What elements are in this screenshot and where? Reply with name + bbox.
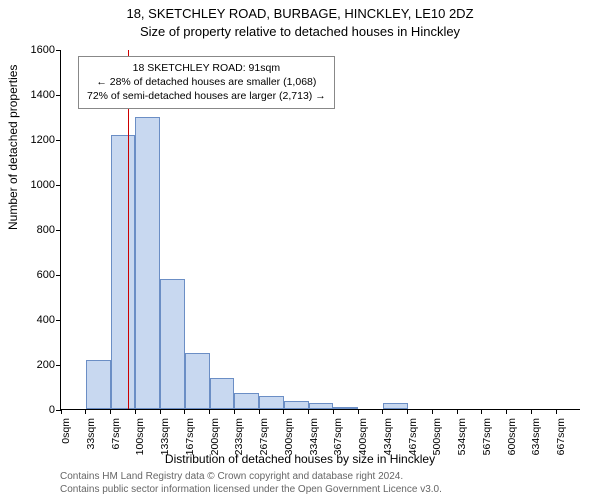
xtick-label: 534sqm: [456, 418, 468, 468]
xtick-mark: [432, 409, 433, 414]
title-line-1: 18, SKETCHLEY ROAD, BURBAGE, HINCKLEY, L…: [0, 6, 600, 21]
xtick-mark: [184, 409, 185, 414]
histogram-bar: [259, 396, 284, 410]
xtick-label: 634sqm: [530, 418, 542, 468]
xtick-label: 67sqm: [110, 418, 122, 468]
histogram-bar: [383, 403, 408, 409]
xtick-label: 567sqm: [481, 418, 493, 468]
histogram-bar: [284, 401, 309, 409]
xtick-label: 500sqm: [431, 418, 443, 468]
xtick-label: 400sqm: [357, 418, 369, 468]
histogram-bar: [160, 279, 185, 410]
ytick-mark: [56, 95, 61, 96]
xtick-label: 300sqm: [283, 418, 295, 468]
ytick-mark: [56, 230, 61, 231]
histogram-bar: [111, 135, 136, 410]
footer-line-2: Contains public sector information licen…: [60, 484, 442, 497]
ytick-mark: [56, 320, 61, 321]
xtick-mark: [358, 409, 359, 414]
xtick-label: 167sqm: [184, 418, 196, 468]
annotation-box: 18 SKETCHLEY ROAD: 91sqm← 28% of detache…: [78, 56, 335, 109]
histogram-bar: [333, 407, 358, 409]
xtick-mark: [333, 409, 334, 414]
ytick-mark: [56, 185, 61, 186]
xtick-mark: [234, 409, 235, 414]
xtick-mark: [556, 409, 557, 414]
ytick-label: 400: [5, 314, 55, 326]
histogram-bar: [185, 353, 210, 409]
annotation-line-3: 72% of semi-detached houses are larger (…: [87, 89, 326, 103]
xtick-mark: [259, 409, 260, 414]
xtick-mark: [308, 409, 309, 414]
ytick-label: 600: [5, 269, 55, 281]
xtick-label: 267sqm: [258, 418, 270, 468]
xtick-mark: [85, 409, 86, 414]
xtick-mark: [457, 409, 458, 414]
xtick-mark: [481, 409, 482, 414]
ytick-label: 1600: [5, 44, 55, 56]
ytick-label: 1200: [5, 134, 55, 146]
ytick-mark: [56, 140, 61, 141]
xtick-label: 434sqm: [382, 418, 394, 468]
histogram-bar: [210, 378, 235, 410]
histogram-bar: [86, 360, 111, 410]
ytick-label: 800: [5, 224, 55, 236]
xtick-label: 367sqm: [332, 418, 344, 468]
xtick-label: 0sqm: [60, 418, 72, 468]
xtick-mark: [209, 409, 210, 414]
xtick-label: 133sqm: [159, 418, 171, 468]
xtick-mark: [135, 409, 136, 414]
xtick-label: 200sqm: [209, 418, 221, 468]
xtick-label: 33sqm: [85, 418, 97, 468]
chart-container: 18, SKETCHLEY ROAD, BURBAGE, HINCKLEY, L…: [0, 0, 600, 500]
annotation-line-2: ← 28% of detached houses are smaller (1,…: [87, 75, 326, 89]
ytick-label: 200: [5, 359, 55, 371]
histogram-bar: [135, 117, 160, 410]
histogram-bar: [234, 393, 259, 409]
xtick-mark: [61, 409, 62, 414]
xtick-label: 600sqm: [506, 418, 518, 468]
xtick-label: 100sqm: [134, 418, 146, 468]
ytick-mark: [56, 275, 61, 276]
histogram-bar: [309, 403, 334, 409]
xtick-label: 467sqm: [407, 418, 419, 468]
ytick-mark: [56, 50, 61, 51]
footer-attribution: Contains HM Land Registry data © Crown c…: [60, 471, 442, 496]
ytick-label: 1400: [5, 89, 55, 101]
title-line-2: Size of property relative to detached ho…: [0, 24, 600, 39]
xtick-mark: [531, 409, 532, 414]
xtick-mark: [283, 409, 284, 414]
xtick-mark: [110, 409, 111, 414]
ytick-mark: [56, 365, 61, 366]
xtick-mark: [160, 409, 161, 414]
ytick-label: 1000: [5, 179, 55, 191]
xtick-label: 667sqm: [555, 418, 567, 468]
footer-line-1: Contains HM Land Registry data © Crown c…: [60, 471, 442, 484]
xtick-label: 233sqm: [233, 418, 245, 468]
ytick-label: 0: [5, 404, 55, 416]
xtick-mark: [407, 409, 408, 414]
xtick-label: 334sqm: [308, 418, 320, 468]
xtick-mark: [506, 409, 507, 414]
annotation-line-1: 18 SKETCHLEY ROAD: 91sqm: [87, 61, 326, 75]
xtick-mark: [382, 409, 383, 414]
